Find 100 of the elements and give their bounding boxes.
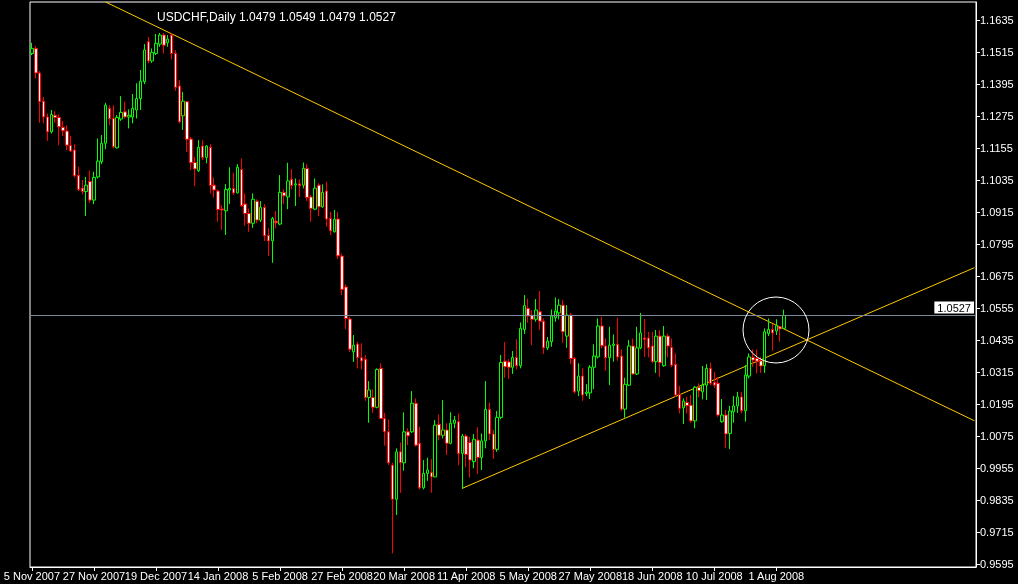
candlestick: [232, 172, 235, 196]
candlestick: [375, 367, 379, 409]
candlestick: [112, 104, 115, 149]
candlestick: [577, 362, 580, 397]
candlestick: [775, 318, 778, 336]
candlestick: [271, 216, 274, 264]
x-tick-label: 5 Feb 2008: [252, 569, 308, 582]
y-tick-label: 0.9595: [980, 558, 1014, 571]
y-tick-label: 0.9955: [980, 462, 1014, 475]
candlestick: [716, 376, 720, 418]
x-tick-label: 14 Jan 2008: [187, 569, 249, 582]
candlestick: [771, 323, 774, 352]
candlestick: [437, 413, 441, 441]
candlestick: [147, 36, 150, 64]
x-tick-label: 27 May 2008: [558, 569, 623, 582]
y-tick-label: 0.9715: [980, 526, 1014, 539]
candlestick: [658, 329, 662, 378]
candlestick: [201, 139, 204, 161]
x-tick-label: 5 May 2008: [499, 569, 557, 582]
candlestick: [709, 362, 712, 386]
candlestick: [88, 170, 92, 204]
y-tick-label: 1.0555: [980, 302, 1014, 315]
candlestick: [468, 436, 472, 478]
y-tick-label: 1.1275: [980, 110, 1014, 123]
candlestick: [313, 178, 317, 211]
candlestick: [693, 385, 697, 429]
candlestick: [391, 462, 394, 554]
candlestick: [682, 397, 685, 425]
candlestick: [476, 426, 480, 475]
candlestick: [123, 101, 127, 120]
candlestick: [395, 447, 398, 516]
y-tick-label: 1.1035: [980, 174, 1014, 187]
candlestick: [294, 178, 297, 207]
candlestick: [515, 338, 518, 370]
candlestick: [356, 341, 359, 369]
candlestick: [333, 209, 336, 233]
candlestick: [740, 391, 743, 414]
candlestick: [689, 394, 693, 424]
ref-line-label: 1.0527: [937, 302, 971, 315]
candlestick: [65, 124, 69, 151]
candlestick: [608, 326, 611, 386]
y-tick-label: 1.0795: [980, 238, 1014, 251]
candlestick: [209, 143, 212, 194]
candlestick: [367, 380, 371, 424]
candlestick: [565, 304, 569, 349]
y-tick-label: 1.1635: [980, 14, 1014, 27]
x-tick-label: 19 Dec 2007: [124, 569, 188, 582]
candlestick: [651, 331, 654, 364]
candlestick: [581, 367, 584, 402]
candlestick: [181, 91, 185, 131]
candlestick: [445, 422, 449, 456]
y-tick-label: 1.0315: [980, 366, 1014, 379]
candlestick: [30, 42, 34, 56]
candlestick: [236, 163, 239, 194]
candlestick: [662, 325, 666, 368]
candlestick: [352, 334, 355, 363]
y-tick-label: 1.0195: [980, 398, 1014, 411]
x-tick-label: 5 Nov 2007: [3, 569, 61, 582]
x-tick-label: 18 Jun 2008: [621, 569, 683, 582]
candlestick: [286, 162, 290, 210]
candlestick: [410, 390, 414, 434]
y-tick-label: 0.9835: [980, 494, 1014, 507]
y-tick-label: 1.1395: [980, 78, 1014, 91]
y-tick-label: 1.0915: [980, 206, 1014, 219]
y-tick-label: 1.1155: [980, 142, 1013, 155]
candlestick: [162, 32, 166, 54]
x-tick-label: 27 Feb 2008: [311, 569, 373, 582]
candlestick: [251, 192, 255, 229]
candlestick: [782, 309, 786, 329]
candlestick: [84, 176, 88, 217]
candlestick: [511, 350, 514, 375]
candlestick: [402, 411, 406, 472]
candlestick: [278, 174, 282, 226]
candlestick: [259, 200, 262, 223]
candlestick: [705, 363, 708, 401]
y-tick-label: 1.0675: [980, 270, 1014, 283]
y-tick-label: 1.0075: [980, 430, 1014, 443]
candlestick: [433, 419, 437, 478]
candlestick: [205, 144, 208, 164]
candlestick: [457, 412, 460, 466]
x-tick-label: 20 Mar 2008: [373, 569, 436, 582]
candlestick: [321, 183, 324, 209]
candlestick: [557, 298, 561, 320]
x-tick-label: 10 Jul 2008: [685, 569, 743, 582]
candlestick: [654, 329, 658, 374]
candlestick: [255, 198, 259, 224]
candlestick: [755, 348, 759, 374]
candlestick: [166, 34, 169, 48]
candlestick: [290, 168, 293, 190]
x-tick-label: 1 Aug 2008: [748, 569, 805, 582]
y-tick-label: 1.0435: [980, 334, 1014, 347]
candlestick: [778, 325, 782, 343]
y-tick-label: 1.1515: [980, 46, 1014, 59]
candlestick: [503, 341, 507, 379]
candlestick: [631, 337, 635, 376]
candlestick: [371, 388, 375, 414]
candlestick: [561, 299, 565, 344]
candlestick: [406, 427, 410, 446]
candlestick: [302, 162, 305, 189]
candlestick: [697, 382, 701, 398]
